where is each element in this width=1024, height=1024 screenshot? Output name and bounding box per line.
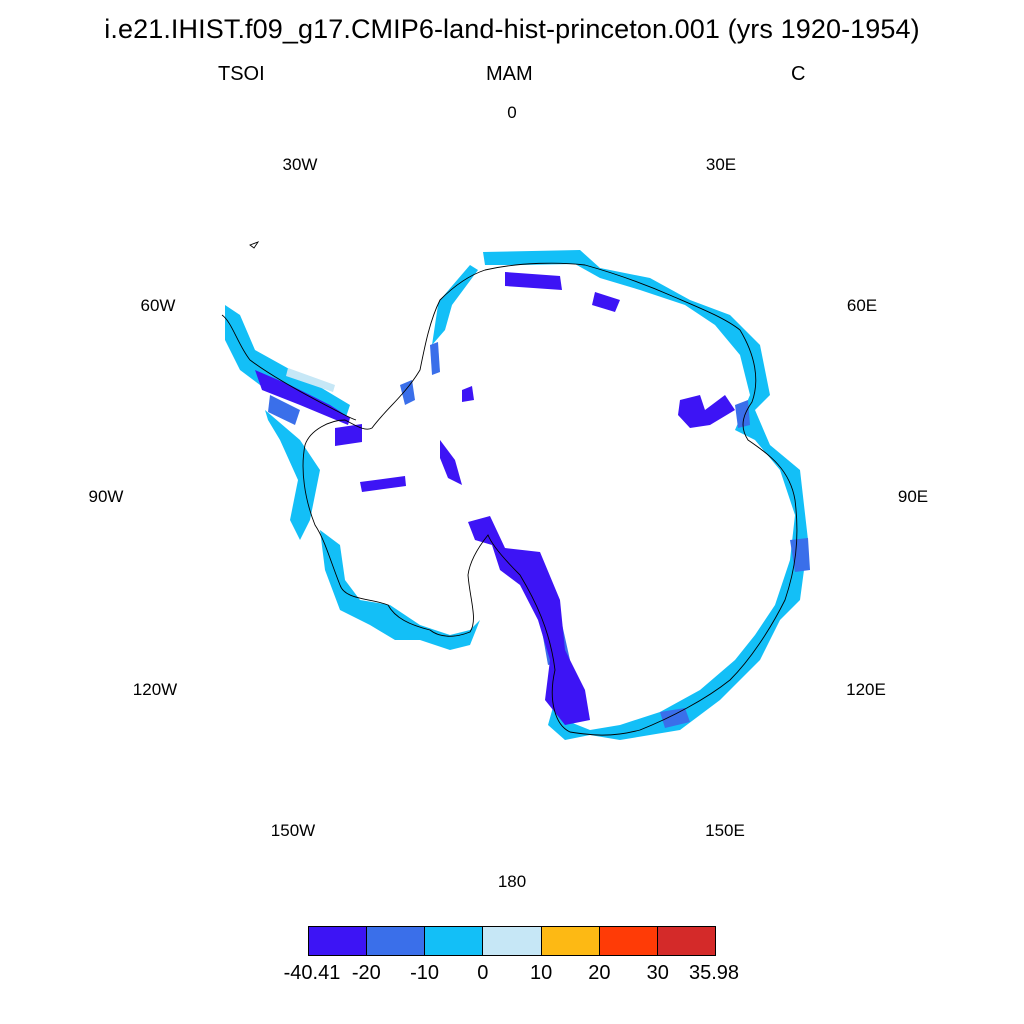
colorbar-box [599, 927, 658, 955]
colorbar-box [483, 927, 542, 955]
colorbar-box [425, 927, 484, 955]
longitude-label: 60E [846, 296, 878, 315]
longitude-label: 150E [705, 821, 745, 840]
longitude-label: 0 [507, 103, 517, 122]
longitude-label: 90E [897, 487, 929, 506]
longitude-label: 120W [132, 680, 178, 699]
colorbar-box [657, 927, 715, 955]
colorbar-tick-label: 35.98 [688, 962, 740, 984]
colorbar-tick-label: -20 [351, 962, 381, 984]
units-label: C [791, 63, 806, 85]
map-title: i.e21.IHIST.f09_g17.CMIP6-land-hist-prin… [104, 14, 920, 44]
longitude-label: 90W [88, 487, 124, 506]
season-label: MAM [486, 63, 533, 85]
colorbar-box [367, 927, 426, 955]
longitude-label: 120E [846, 680, 886, 699]
colorbar-tick-label: -40.41 [283, 962, 341, 984]
longitude-label: 180 [497, 872, 527, 891]
colorbar-tick-label: 0 [477, 962, 489, 984]
longitude-label: 30W [282, 155, 318, 174]
coastline [221, 241, 798, 736]
colorbar-tick-label: 30 [646, 962, 669, 984]
colorbar-box [541, 927, 600, 955]
field-class-below-neg20 [255, 272, 735, 725]
colorbar-box [309, 927, 368, 955]
field-class-neg10-to-0 [225, 250, 808, 740]
variable-label: TSOI [218, 63, 265, 85]
longitude-label: 60W [140, 296, 176, 315]
colorbar [308, 926, 716, 956]
colorbar-tick-label: -10 [410, 962, 440, 984]
longitude-label: 30E [705, 155, 737, 174]
colorbar-tick-label: 10 [530, 962, 553, 984]
longitude-label: 150W [270, 821, 316, 840]
field-class-0-to-10 [286, 368, 335, 392]
temperature-field [225, 250, 810, 740]
colorbar-tick-label: 20 [588, 962, 611, 984]
